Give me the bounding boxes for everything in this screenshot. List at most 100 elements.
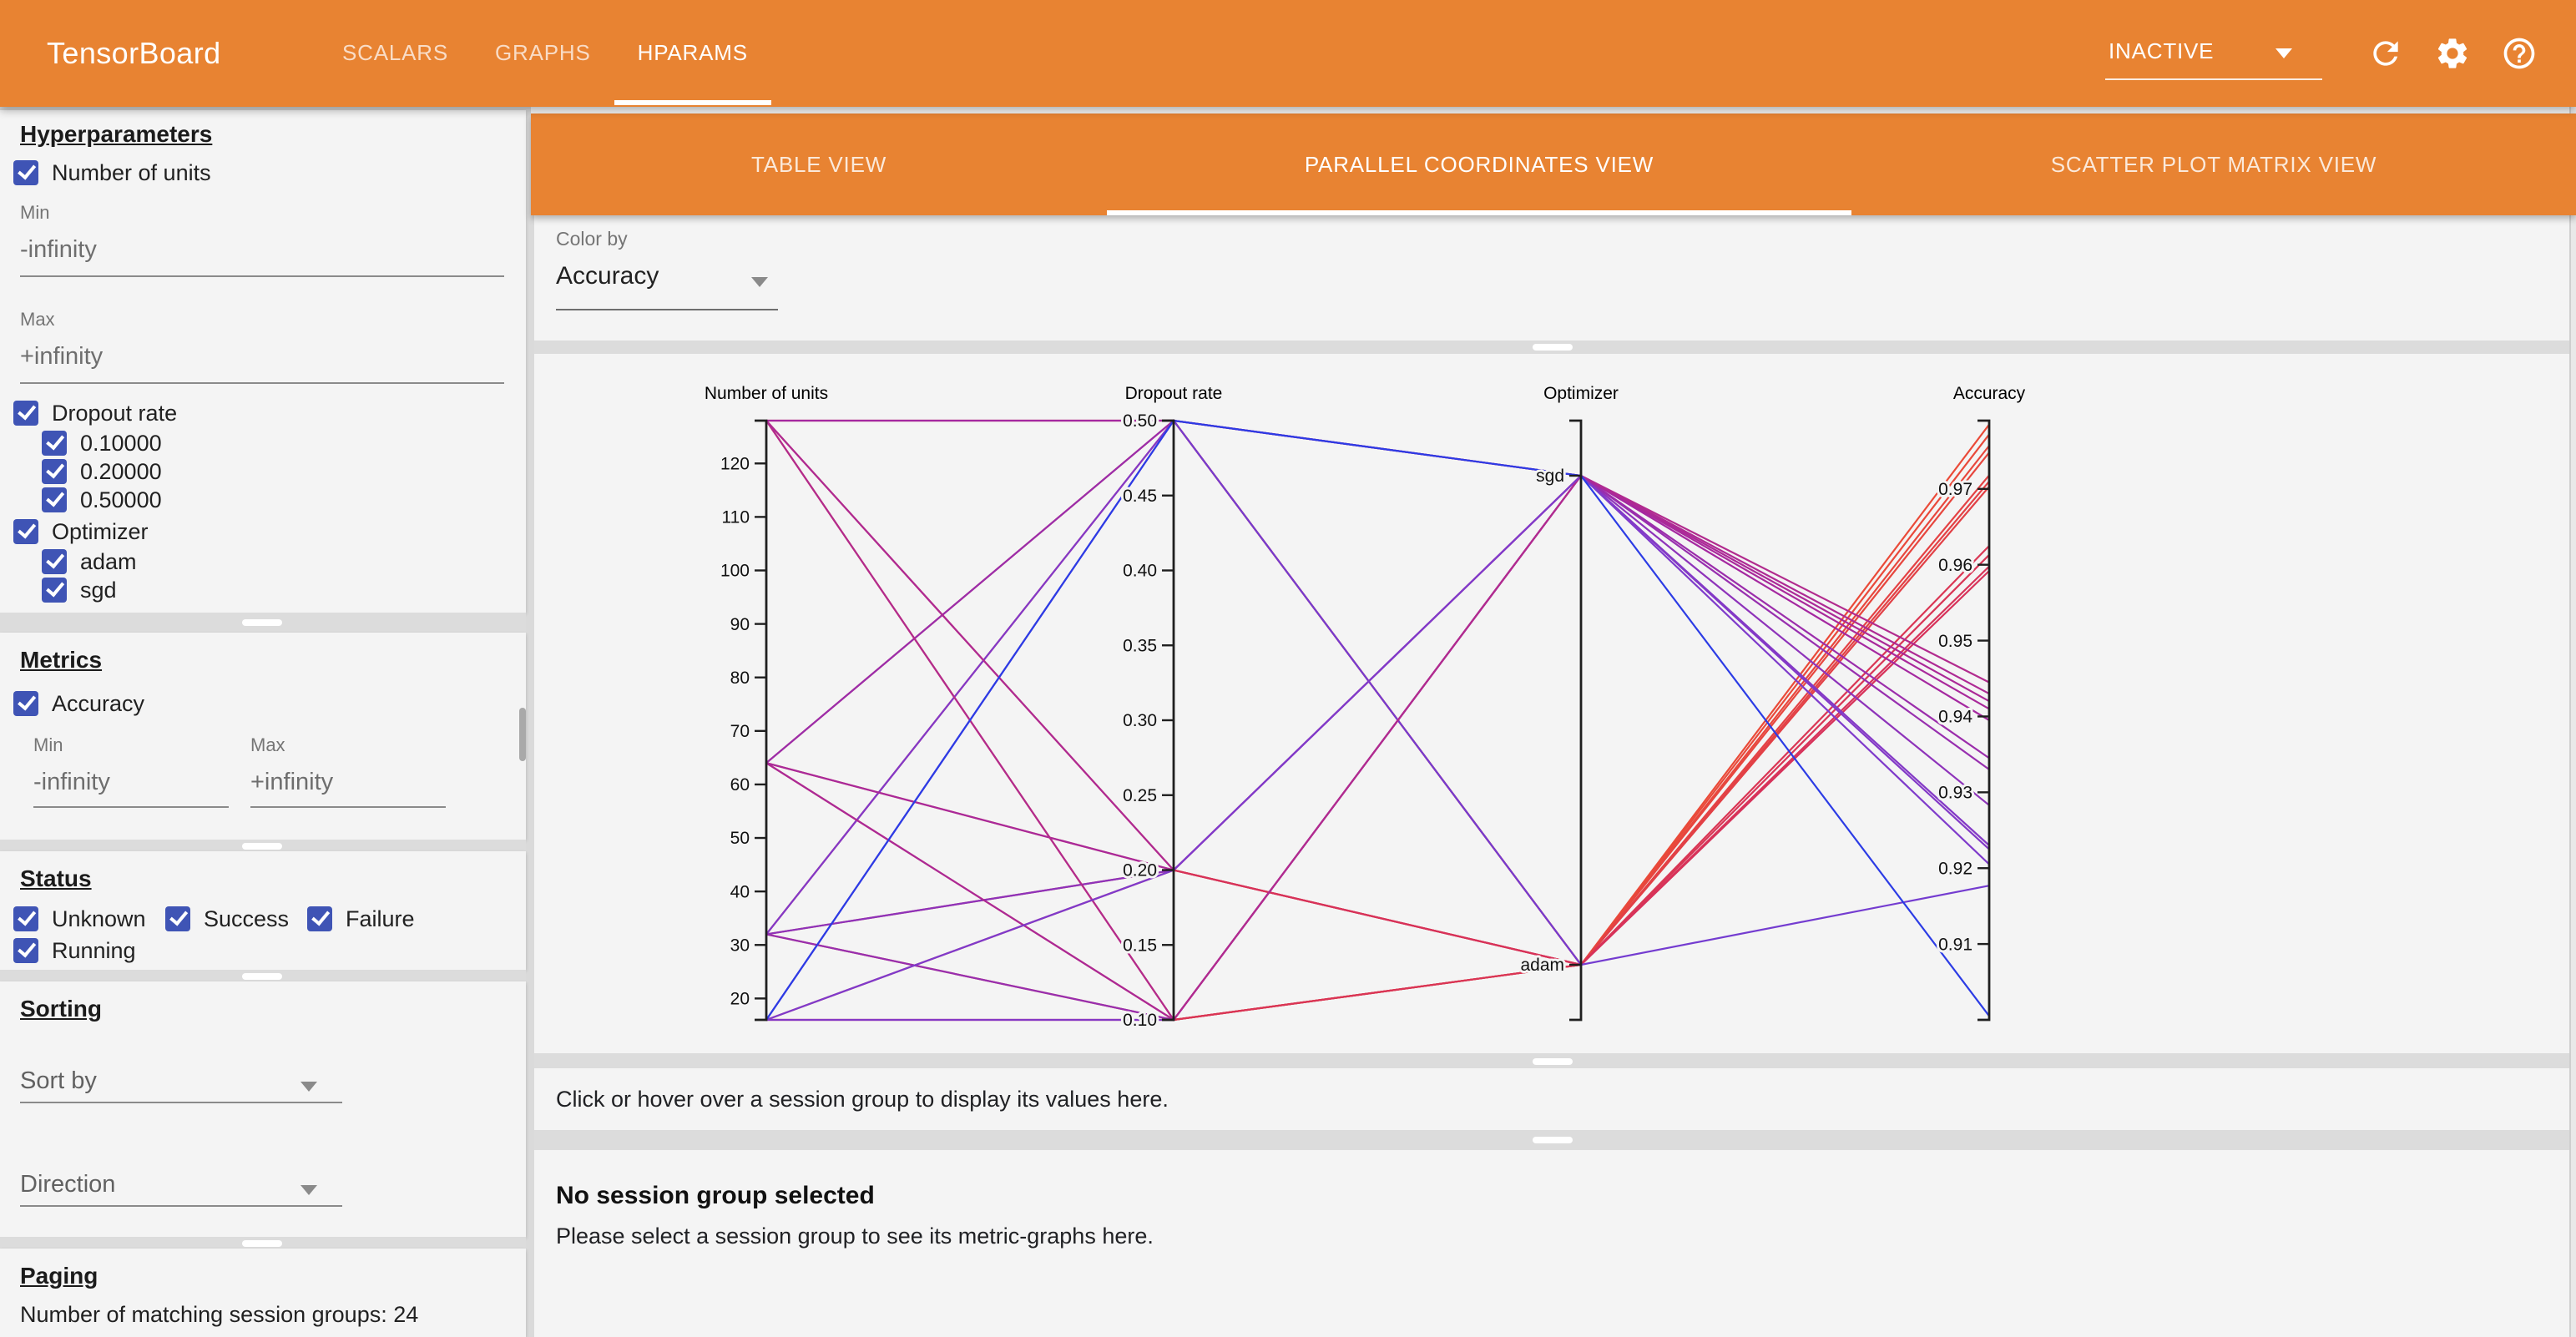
checkbox-checked-icon [307,906,332,931]
sidebar-scrollbar-thumb[interactable] [519,708,525,761]
divider-drag-handle[interactable] [242,842,282,849]
input-underline [20,382,504,384]
hyperparameters-heading: Hyperparameters [20,120,213,147]
axis-tick-label: 0.95 [1938,632,1972,651]
metric-max-input[interactable]: +infinity [250,769,334,796]
session-group-line[interactable] [765,445,1990,1022]
tab-scatter-plot-matrix-view[interactable]: SCATTER PLOT MATRIX VIEW [2050,152,2377,177]
units-min-input[interactable]: -infinity [20,237,97,264]
units-min-label: Min [20,204,50,224]
status-section: Status Unknown Success Failure Running [0,851,526,970]
sorting-heading: Sorting [20,995,102,1022]
panel-divider [534,1053,2569,1068]
checkbox-dropout-0.20000[interactable]: 0.20000 [42,456,162,486]
session-group-line[interactable] [765,419,1990,764]
checkbox-checked-icon [42,430,67,455]
axis-tick-label: 30 [730,936,750,955]
refresh-icon[interactable] [2367,35,2404,72]
axis-tick-label: 0.94 [1938,708,1972,727]
checkbox-dropout-0.50000[interactable]: 0.50000 [42,484,162,514]
axis-tick-label: 20 [730,990,750,1009]
session-group-line[interactable] [765,420,1990,1022]
divider-drag-handle[interactable] [242,619,282,626]
checkbox-status-success[interactable]: Success [165,903,289,933]
sidebar-divider [0,840,526,851]
checkbox-status-running[interactable]: Running [13,935,136,965]
metric-min-label: Min [33,736,63,756]
checkbox-optimizer[interactable]: Optimizer [13,516,149,546]
axis-tick-label: 100 [720,562,750,581]
session-group-line[interactable] [766,554,1990,1022]
checkbox-checked-icon [13,937,38,962]
checkbox-status-unknown[interactable]: Unknown [13,903,146,933]
parallel-coordinates-svg[interactable]: 20 30 40 50 60 70 80 90 100 110 120 Number of units… [534,354,2569,1053]
checkbox-checked-icon [13,906,38,931]
chevron-down-icon [2275,48,2292,58]
input-underline [20,1205,342,1207]
checkbox-checked-icon [165,906,190,931]
checkbox-accuracy[interactable]: Accuracy [13,688,144,718]
settings-gear-icon[interactable] [2434,35,2471,72]
session-group-line[interactable] [765,486,1990,1022]
session-group-line[interactable] [765,474,1990,1022]
divider-drag-handle[interactable] [242,1239,282,1246]
checkbox-status-failure[interactable]: Failure [307,903,415,933]
session-group-line[interactable] [766,419,1990,721]
session-group-line[interactable] [765,452,1990,966]
color-by-card: Color by Accuracy [534,215,2569,341]
checkbox-checked-icon [13,518,38,543]
checkbox-number-of-units[interactable]: Number of units [13,157,211,187]
nav-tab-scalars[interactable]: SCALARS [342,40,448,65]
checkbox-checked-icon [13,159,38,184]
header-actions: INACTIVE [2105,0,2553,107]
session-group-line[interactable] [765,419,1990,936]
units-max-input[interactable]: +infinity [20,344,104,371]
chevron-down-icon [751,277,768,287]
sidebar-divider [0,970,526,981]
session-values-bar: Click or hover over a session group to d… [534,1068,2569,1130]
divider-drag-handle[interactable] [1533,1137,1573,1143]
nav-tab-graphs[interactable]: GRAPHS [495,40,591,65]
axis-tick-label: 50 [730,829,750,848]
divider-drag-handle[interactable] [242,972,282,979]
axis-tick-label: 0.97 [1938,480,1972,499]
checkbox-dropout-0.10000[interactable]: 0.10000 [42,427,162,457]
checkbox-checked-icon [42,577,67,602]
help-icon[interactable] [2501,35,2538,72]
pc-axis-optimizer[interactable]: adam sgd Optimizer [1518,384,1619,1022]
input-underline [20,275,504,277]
checkbox-optimizer-adam[interactable]: adam [42,546,137,576]
checkbox-dropout-rate[interactable]: Dropout rate [13,397,177,427]
panel-divider [534,1130,2569,1150]
sorting-section: Sorting Sort by Direction [0,981,526,1237]
axis-title: Optimizer [1543,384,1619,403]
divider-drag-handle[interactable] [1533,344,1573,351]
checkbox-optimizer-sgd[interactable]: sgd [42,574,117,604]
session-group-line[interactable] [765,420,1990,1022]
page-scrollbar-gutter[interactable] [2569,107,2576,1337]
pc-axis-units[interactable]: 20 30 40 50 60 70 80 90 100 110 120 Number of units [705,384,828,1022]
metric-min-input[interactable]: -infinity [33,769,110,796]
color-by-value: Accuracy [556,262,659,290]
run-status-value: INACTIVE [2109,38,2215,63]
divider-drag-handle[interactable] [1533,1057,1573,1064]
session-metrics-panel: No session group selected Please select … [534,1150,2569,1337]
axis-tick-label: 0.20 [1123,861,1157,880]
app-title: TensorBoard [47,37,221,70]
tab-parallel-coordinates-view[interactable]: PARALLEL COORDINATES VIEW [1107,114,1851,215]
session-group-line[interactable] [765,419,1990,1021]
pc-axis-accuracy[interactable]: 0.91 0.92 0.93 0.94 0.95 0.96 0.97 Accuracy [1936,384,2026,1022]
session-group-line[interactable] [765,419,1990,1021]
session-group-line[interactable] [765,474,1990,936]
tab-table-view[interactable]: TABLE VIEW [750,152,887,177]
nav-tab-hparams[interactable]: HPARAMS [614,0,772,107]
units-max-label: Max [20,310,55,330]
hyperparameters-section: Hyperparameters Number of units Min -inf… [0,110,526,613]
axis-tick-label: 90 [730,615,750,634]
panel-divider [534,341,2569,354]
axis-tick-label: 0.91 [1938,935,1972,954]
axis-title: Accuracy [1953,384,2026,403]
pc-axis-dropout[interactable]: 0.10 0.15 0.20 0.25 0.30 0.35 0.40 0.45 0.50 Drop… [1120,384,1222,1032]
run-status-dropdown[interactable]: INACTIVE [2105,28,2322,79]
session-group-line[interactable] [765,420,1990,872]
